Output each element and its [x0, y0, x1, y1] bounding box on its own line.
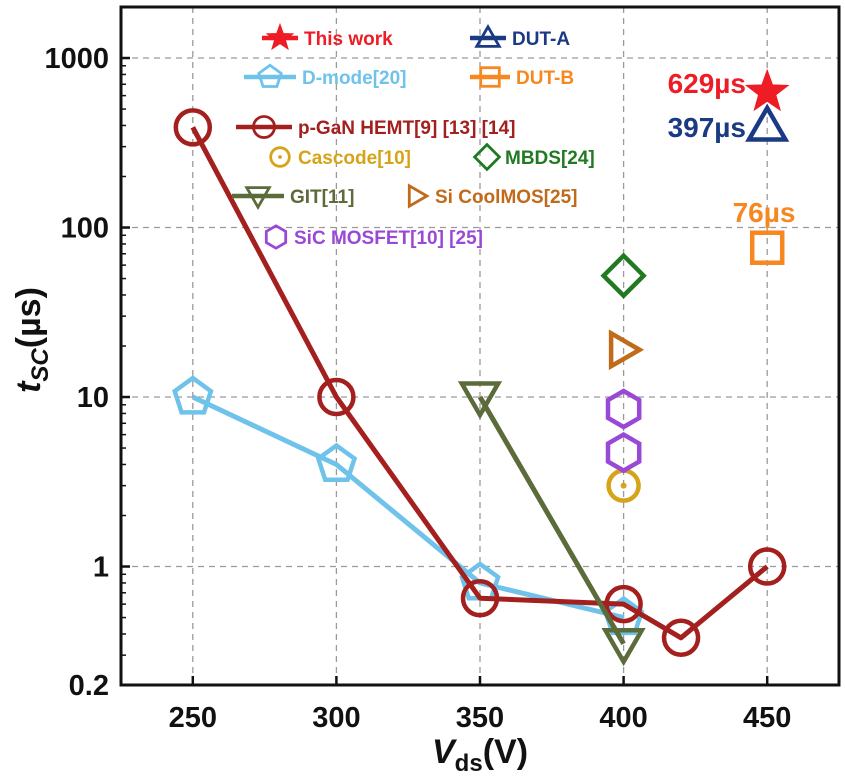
legend-item-dut-a: DUT-A — [470, 24, 570, 50]
data-point-dut-a — [745, 103, 790, 142]
data-point-p-gan-hemt-9-13-14 — [604, 584, 643, 624]
data-point-cascode-10-dot — [620, 482, 627, 489]
legend-marker — [474, 24, 502, 48]
legend-item-git-11: GIT[11] — [232, 186, 354, 210]
legend-marker-dot — [278, 155, 282, 159]
value-annotation: 397µs — [668, 112, 746, 143]
value-annotation: 629µs — [668, 68, 746, 99]
y-tick-label: 1000 — [44, 43, 109, 75]
data-point-p-gan-hemt-9-13-14 — [173, 108, 213, 147]
legend-label: Si CoolMOS[25] — [435, 187, 578, 208]
data-point-dut-b — [749, 230, 785, 265]
legend-item-mbds-24: MBDS[24] — [472, 142, 595, 172]
series-line-git-11 — [477, 395, 626, 646]
x-tick-label: 350 — [456, 702, 504, 734]
data-point-si-coolmos-25 — [608, 329, 645, 371]
data-point-mbds-24 — [600, 252, 647, 299]
data-point-sic-mosfet-10-25 — [605, 388, 642, 430]
x-tick-label: 250 — [169, 702, 217, 734]
y-tick-label: 10 — [77, 382, 109, 414]
y-axis-title-main: t — [10, 380, 48, 393]
legend-label: p-GaN HEMT[9] [13] [14] — [298, 118, 515, 139]
data-point-git-11 — [457, 381, 503, 420]
legend-marker — [479, 66, 501, 88]
x-tick-label: 400 — [599, 702, 647, 734]
value-annotation: 76µs — [733, 197, 796, 228]
x-tick-label: 450 — [743, 702, 791, 734]
legend-item-cascode-10: Cascode[10] — [269, 146, 411, 169]
legend-label: DUT-B — [516, 68, 574, 89]
data-point-p-gan-hemt-9-13-14 — [460, 578, 500, 618]
series-dut-b — [749, 230, 785, 265]
y-axis-title-sub: SC — [27, 348, 54, 382]
data-point-p-gan-hemt-9-13-14 — [661, 618, 701, 658]
data-point-sic-mosfet-10-25 — [605, 432, 642, 474]
legend-item-dut-b: DUT-B — [470, 66, 574, 89]
series-p-gan-hemt-9-13-14 — [173, 108, 787, 658]
legend-label: MBDS[24] — [505, 148, 595, 169]
legend-item-sic-mosfet-10-25: SiC MOSFET[10] [25] — [264, 224, 483, 250]
series-dut-a — [745, 103, 790, 142]
legend-marker — [265, 22, 295, 51]
data-point-git-11 — [601, 628, 646, 667]
y-tick-label: 0.2 — [69, 670, 109, 702]
legend-label: Cascode[10] — [298, 148, 411, 169]
y-axis-title: tSC(µs) — [10, 287, 54, 393]
legend-label: This work — [304, 29, 393, 50]
data-point-p-gan-hemt-9-13-14 — [747, 547, 787, 586]
series-sic-mosfet-10-25 — [605, 388, 642, 474]
legend-item-d-mode-20: D-mode[20] — [244, 63, 407, 89]
y-axis-title-unit: (µs) — [10, 287, 48, 348]
y-tick-label: 100 — [61, 213, 109, 245]
legend-label: SiC MOSFET[10] [25] — [294, 228, 483, 249]
data-point-p-gan-hemt-9-13-14 — [317, 377, 356, 417]
x-axis-title: Vds(V) — [432, 733, 528, 776]
legend-item-this-work: This work — [262, 22, 393, 51]
x-axis-title-sub: ds — [455, 750, 483, 776]
legend-marker — [252, 115, 276, 139]
legend-label: D-mode[20] — [302, 68, 407, 89]
x-tick-label: 300 — [312, 702, 360, 734]
series-layer — [172, 68, 790, 667]
legend-label: GIT[11] — [290, 187, 354, 208]
legend-marker — [257, 63, 283, 88]
axis-titles: Vds(V) tSC(µs) — [10, 287, 528, 776]
legend-marker — [407, 183, 430, 209]
x-axis-title-unit: (V) — [483, 733, 528, 771]
series-this-work — [744, 68, 790, 112]
legend-marker — [244, 186, 272, 210]
axis-layer: 250 300 350 400 450 0.2 1 10 100 1000 — [44, 6, 791, 734]
legend-item-p-gan-hemt-9-13-14: p-GaN HEMT[9] [13] [14] — [236, 115, 515, 139]
series-si-coolmos-25 — [608, 329, 645, 371]
x-axis-title-main: V — [432, 733, 458, 771]
data-point-d-mode-20 — [172, 375, 214, 415]
series-mbds-24 — [600, 252, 647, 299]
grid-layer — [121, 7, 839, 685]
legend-marker — [264, 224, 288, 250]
data-point-this-work — [744, 68, 790, 112]
y-tick-label: 1 — [93, 552, 109, 584]
annotation-layer: 629µs 397µs 76µs — [668, 68, 796, 228]
legend-marker-ring — [269, 146, 291, 168]
series-line-d-mode-20 — [191, 394, 625, 620]
series-d-mode-20 — [172, 375, 645, 636]
legend-label: DUT-A — [512, 29, 570, 50]
legend-item-si-coolmos-25: Si CoolMOS[25] — [407, 183, 578, 209]
legend: This work DUT-A D-mode[20] DUT-B p-GaN HEMT[… — [232, 22, 595, 250]
data-point-d-mode-20 — [315, 442, 358, 483]
series-git-11 — [457, 381, 646, 667]
legend-marker — [269, 146, 291, 168]
legend-marker — [472, 142, 502, 172]
